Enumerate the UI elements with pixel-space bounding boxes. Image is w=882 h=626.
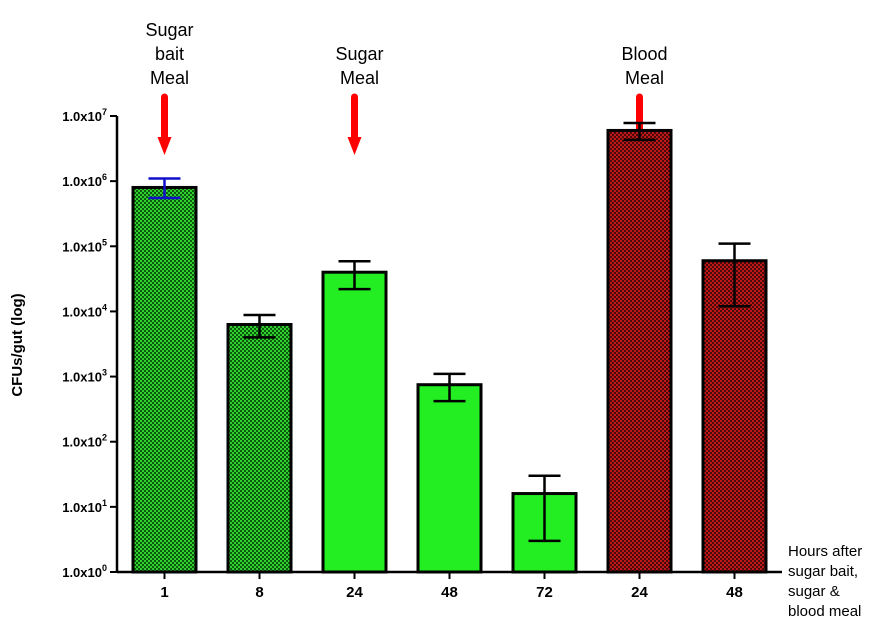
annotation-2-line-1: Sugar <box>335 44 383 64</box>
axes: 1.0x100 1.0x101 1.0x102 1.0x103 1.0x104 1.0x1… <box>62 107 782 601</box>
y-tick-label-6: 1.0x106 <box>62 172 107 189</box>
x-axis-note-line-2: sugar bait, <box>788 563 858 580</box>
y-tick-label-1: 1.0x101 <box>62 498 107 515</box>
x-axis-note: Hours after sugar bait, sugar & blood me… <box>788 543 862 620</box>
x-axis-note-line-3: sugar & <box>788 583 840 600</box>
x-tick-label-6: 24 <box>631 584 648 601</box>
bar-2 <box>226 323 293 574</box>
bar-1 <box>131 185 198 574</box>
x-tick-label-5: 72 <box>536 584 553 601</box>
bar-3 <box>321 270 388 574</box>
x-axis-note-line-4: blood meal <box>788 603 861 620</box>
y-tick-label-2: 1.0x102 <box>62 433 107 450</box>
x-tick-label-7: 48 <box>726 584 743 601</box>
bars <box>131 128 768 574</box>
y-tick-label-4: 1.0x104 <box>62 302 107 319</box>
x-tick-label-3: 24 <box>346 584 363 601</box>
x-axis-note-line-1: Hours after <box>788 543 862 560</box>
annotations: Sugar bait Meal Sugar Meal Blood Meal <box>145 20 668 155</box>
annotation-1-line-2: bait <box>155 44 184 64</box>
x-tick-label-1: 1 <box>160 584 168 601</box>
y-tick-label-0: 1.0x100 <box>62 563 107 580</box>
bar-4 <box>416 383 483 574</box>
x-tick-label-4: 48 <box>441 584 458 601</box>
y-axis-title: CFUs/gut (log) <box>9 293 26 396</box>
y-tick-label-5: 1.0x105 <box>62 237 107 254</box>
annotation-2-line-2: Meal <box>340 68 379 88</box>
annotation-1-line-1: Sugar <box>145 20 193 40</box>
x-tick-label-2: 8 <box>255 584 263 601</box>
y-tick-label-3: 1.0x103 <box>62 368 107 385</box>
annotation-3-line-1: Blood <box>621 44 667 64</box>
y-tick-label-7: 1.0x107 <box>62 107 107 124</box>
annotation-1-line-3: Meal <box>150 68 189 88</box>
error-bars <box>148 121 751 543</box>
annotation-3-line-2: Meal <box>625 68 664 88</box>
annotation-arrow-head-2 <box>347 137 362 155</box>
bar-6 <box>606 128 673 574</box>
annotation-arrow-head-1 <box>157 137 172 155</box>
